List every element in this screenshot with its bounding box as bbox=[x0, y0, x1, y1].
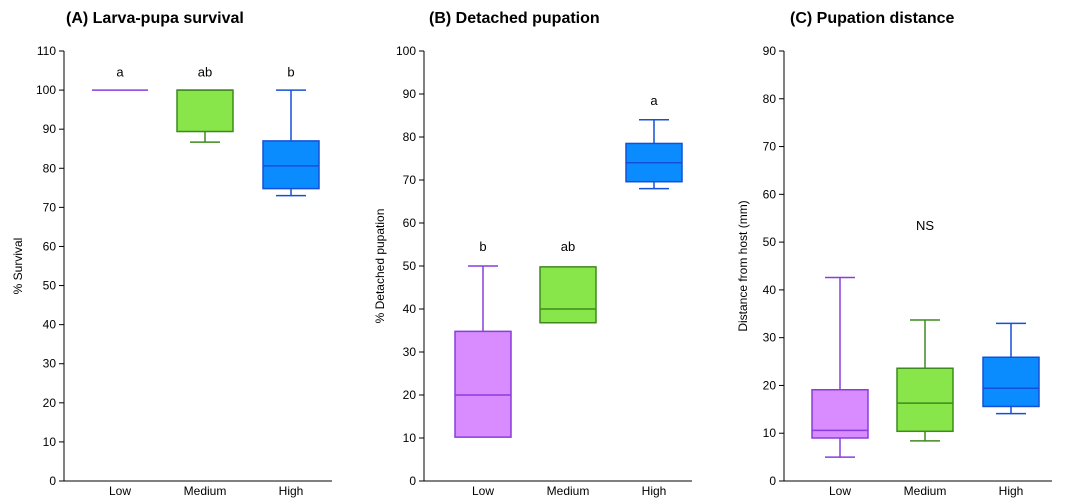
significance-label: NS bbox=[916, 218, 934, 233]
y-tick-label: 40 bbox=[43, 318, 57, 332]
iqr-box bbox=[262, 140, 320, 190]
y-tick-label: 30 bbox=[763, 331, 777, 345]
y-tick-label: 80 bbox=[43, 161, 57, 175]
y-tick-label: 40 bbox=[763, 283, 777, 297]
x-tick-label: Low bbox=[829, 484, 851, 498]
y-tick-label: 10 bbox=[43, 435, 57, 449]
y-tick-label: 60 bbox=[403, 216, 417, 230]
box-high bbox=[262, 89, 320, 197]
y-tick-label: 80 bbox=[763, 92, 777, 106]
y-tick-label: 80 bbox=[403, 130, 417, 144]
x-tick-label: High bbox=[279, 484, 304, 498]
y-tick-label: 70 bbox=[43, 200, 57, 214]
significance-label: b bbox=[287, 64, 294, 79]
y-tick-label: 20 bbox=[43, 396, 57, 410]
box-medium bbox=[176, 89, 234, 143]
box-high bbox=[982, 322, 1040, 415]
panel-3: (C) Pupation distance 0 10 20 30 40 50 60 70 80 90… bbox=[736, 10, 1052, 498]
iqr-box bbox=[454, 330, 512, 438]
iqr-box bbox=[539, 266, 597, 324]
y-tick-label: 50 bbox=[763, 235, 777, 249]
y-tick-label: 100 bbox=[396, 44, 416, 58]
iqr-box bbox=[982, 356, 1040, 408]
x-tick-label: Low bbox=[109, 484, 131, 498]
y-tick-label: 70 bbox=[403, 173, 417, 187]
y-axis-label: Distance from host (mm) bbox=[736, 200, 750, 331]
chart-title: (B) Detached pupation bbox=[429, 10, 600, 27]
y-tick-label: 60 bbox=[43, 239, 57, 253]
y-tick-label: 10 bbox=[763, 426, 777, 440]
iqr-box bbox=[176, 89, 234, 133]
box-low bbox=[454, 265, 512, 438]
x-tick-label: Medium bbox=[184, 484, 227, 498]
panel-2: (B) Detached pupation 0 10 20 30 40 50 60 70 80 90… bbox=[373, 10, 692, 498]
y-tick-label: 50 bbox=[403, 259, 417, 273]
panel-1: (A) Larva-pupa survival 0 10 20 30 40 50 60 70 80… bbox=[11, 10, 332, 498]
x-tick-label: Low bbox=[472, 484, 494, 498]
x-tick-label: Medium bbox=[547, 484, 590, 498]
box-medium bbox=[539, 266, 597, 324]
x-tick-label: High bbox=[999, 484, 1024, 498]
y-axis-label: % Detached pupation bbox=[373, 209, 387, 324]
significance-label: a bbox=[116, 64, 124, 79]
y-tick-label: 40 bbox=[403, 302, 417, 316]
y-tick-label: 70 bbox=[763, 140, 777, 154]
y-tick-label: 50 bbox=[43, 279, 57, 293]
iqr-box bbox=[896, 367, 954, 433]
y-tick-label: 20 bbox=[403, 388, 417, 402]
y-tick-label: 30 bbox=[403, 345, 417, 359]
y-tick-label: 110 bbox=[37, 44, 56, 58]
y-tick-label: 90 bbox=[403, 87, 417, 101]
significance-label: b bbox=[479, 239, 486, 254]
box-low bbox=[811, 276, 869, 458]
chart-title: (A) Larva-pupa survival bbox=[66, 10, 244, 27]
y-tick-label: 90 bbox=[763, 44, 777, 58]
y-tick-label: 30 bbox=[43, 357, 57, 371]
x-tick-label: High bbox=[642, 484, 667, 498]
y-tick-label: 100 bbox=[36, 83, 56, 97]
box-medium bbox=[896, 319, 954, 442]
x-tick-label: Medium bbox=[904, 484, 947, 498]
significance-label: a bbox=[650, 93, 658, 108]
significance-label: ab bbox=[198, 64, 212, 79]
box-high bbox=[625, 119, 683, 190]
y-tick-label: 90 bbox=[43, 122, 57, 136]
significance-label: ab bbox=[561, 239, 575, 254]
chart-title: (C) Pupation distance bbox=[790, 10, 955, 27]
y-tick-label: 0 bbox=[49, 474, 56, 488]
y-axis-label: % Survival bbox=[11, 238, 25, 295]
y-tick-label: 60 bbox=[763, 187, 777, 201]
y-tick-label: 10 bbox=[403, 431, 417, 445]
y-tick-label: 20 bbox=[763, 378, 777, 392]
y-tick-label: 0 bbox=[409, 474, 416, 488]
y-tick-label: 0 bbox=[769, 474, 776, 488]
